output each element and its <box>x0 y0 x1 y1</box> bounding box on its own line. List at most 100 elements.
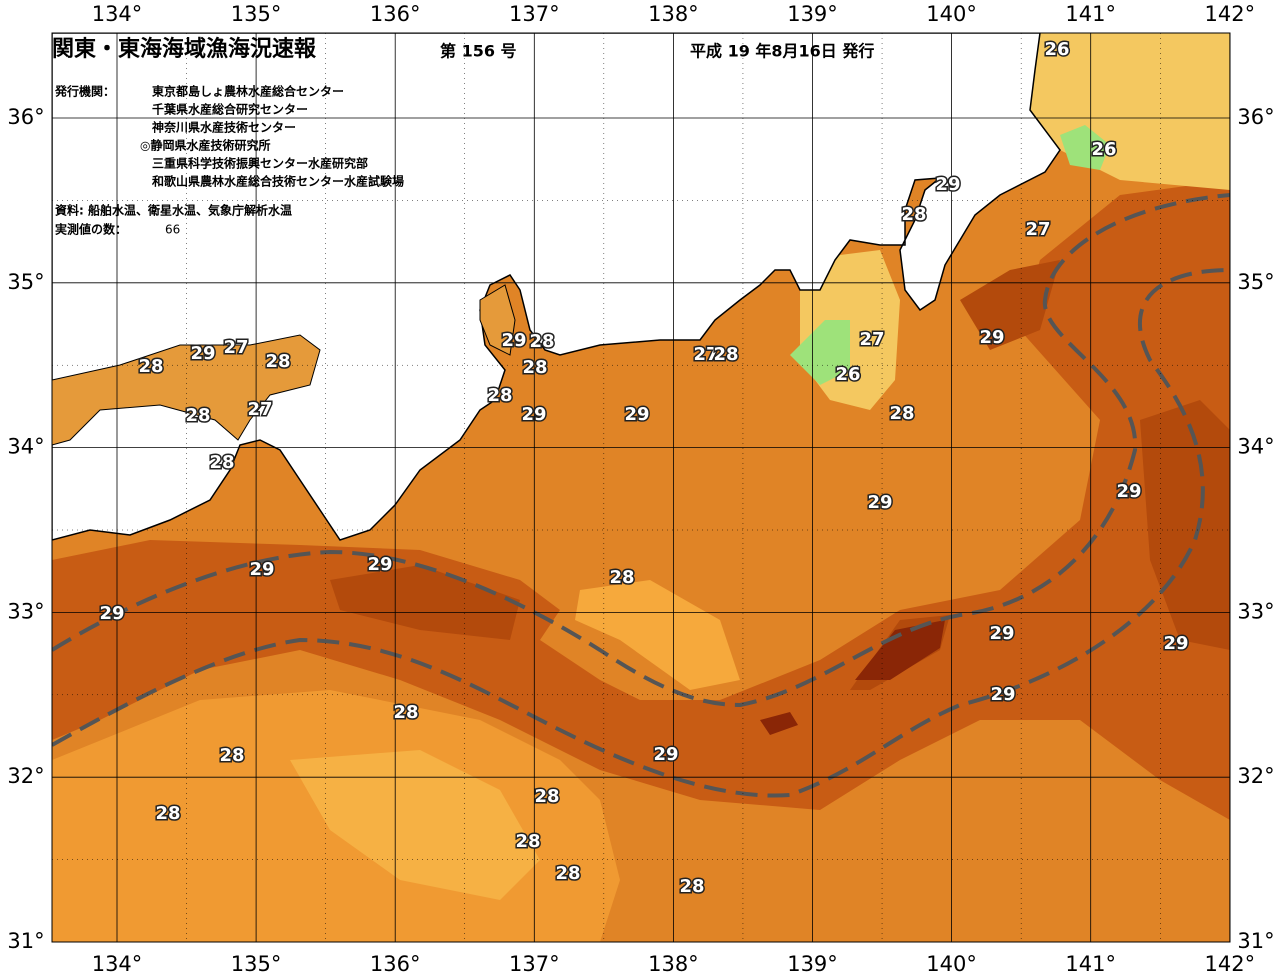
agency: 三重県科学技術振興センター水産研究部 <box>152 156 368 171</box>
contour-label: 28 <box>889 403 914 424</box>
lat-label: 34° <box>7 435 44 459</box>
contour-label: 29 <box>935 174 960 195</box>
source: 資料: 船舶水温、衛星水温、気象庁解析水温 <box>55 203 292 218</box>
contour-label: 27 <box>859 329 884 350</box>
contour-label: 28 <box>522 357 547 378</box>
contour-label: 29 <box>249 559 274 580</box>
kuroshio <box>52 180 1230 820</box>
lon-label: 137° <box>509 952 560 976</box>
contour-label: 29 <box>1163 633 1188 654</box>
lat-label: 35° <box>7 270 44 294</box>
date: 平成 19 年8月16日 発行 <box>690 42 874 61</box>
light-sw <box>290 750 540 900</box>
contour-label: 29 <box>99 603 124 624</box>
contour-label: 29 <box>367 554 392 575</box>
lat-label: 34° <box>1237 435 1274 459</box>
lat-label: 32° <box>7 764 44 788</box>
contour-label: 29 <box>867 492 892 513</box>
lat-label: 33° <box>1237 599 1274 623</box>
contour-label: 27 <box>247 399 272 420</box>
agency: 神奈川県水産技術センター <box>152 120 296 135</box>
contour-label: 29 <box>1116 481 1141 502</box>
light-center <box>575 580 740 690</box>
lon-label: 136° <box>370 952 421 976</box>
contour-label: 28 <box>534 786 559 807</box>
lon-label: 138° <box>648 952 699 976</box>
lat-label: 36° <box>7 105 44 129</box>
contour-label: 27 <box>223 337 248 358</box>
contour-label: 28 <box>219 745 244 766</box>
contour-label: 28 <box>138 356 163 377</box>
lon-label: 139° <box>787 2 838 26</box>
lat-label: 31° <box>7 929 44 953</box>
contour-label: 29 <box>979 327 1004 348</box>
contour-label: 28 <box>209 452 234 473</box>
lon-label: 141° <box>1065 2 1116 26</box>
contour-label: 28 <box>609 567 634 588</box>
lon-label: 140° <box>926 952 977 976</box>
contour-label: 29 <box>501 330 526 351</box>
frame <box>51 32 1231 943</box>
lat-label: 36° <box>1237 105 1274 129</box>
contour-label: 28 <box>185 405 210 426</box>
axes: 134° 134° 135° 135° 136° 136° 137° 137° 138° 138°… <box>7 2 1274 976</box>
contour-label: 28 <box>393 702 418 723</box>
contour-label: 28 <box>529 331 554 352</box>
contour-label: 29 <box>624 404 649 425</box>
contour-label: 29 <box>653 744 678 765</box>
lat-label: 32° <box>1237 764 1274 788</box>
contour-label: 28 <box>487 385 512 406</box>
count: 66 <box>165 223 180 237</box>
contour-label: 28 <box>901 204 926 225</box>
contour-label: 28 <box>265 351 290 372</box>
current-upper <box>52 193 1230 708</box>
lon-label: 138° <box>648 2 699 26</box>
contour-label: 29 <box>521 404 546 425</box>
lat-label: 33° <box>7 599 44 623</box>
contour-label: 29 <box>989 623 1014 644</box>
contour-label: 28 <box>713 344 738 365</box>
count-label: 実測値の数： <box>55 222 127 237</box>
contour-label: 27 <box>1025 219 1050 240</box>
lon-label: 134° <box>92 952 143 976</box>
agency: 和歌山県農林水産総合技術センター水産試験場 <box>151 174 404 189</box>
contour-label: 29 <box>190 343 215 364</box>
hot-core <box>760 620 945 735</box>
agency: ◎静岡県水産技術研究所 <box>140 138 270 153</box>
agency: 東京都島しょ農林水産総合センター <box>152 84 344 99</box>
agency-label: 発行機関： <box>54 84 115 99</box>
lon-label: 134° <box>92 2 143 26</box>
current-lower <box>52 268 1230 798</box>
lon-label: 142° <box>1205 952 1256 976</box>
contour-label: 26 <box>1091 139 1116 160</box>
lon-label: 137° <box>509 2 560 26</box>
lon-label: 141° <box>1065 952 1116 976</box>
contour-label: 28 <box>679 876 704 897</box>
inland-sea <box>52 284 516 446</box>
contour-label: 28 <box>555 863 580 884</box>
contour-label: 26 <box>1044 39 1069 60</box>
lat-label: 35° <box>1237 270 1274 294</box>
title: 関東・東海海域漁海況速報 <box>52 36 317 62</box>
lon-label: 135° <box>231 952 282 976</box>
lon-label: 142° <box>1205 2 1256 26</box>
lon-label: 140° <box>926 2 977 26</box>
grid <box>52 33 1230 942</box>
contour-label: 29 <box>990 684 1015 705</box>
land <box>52 33 1061 541</box>
contour-label: 27 <box>693 344 718 365</box>
agency: 千葉県水産総合研究センター <box>152 102 308 117</box>
lat-label: 31° <box>1237 929 1274 953</box>
lon-label: 135° <box>231 2 282 26</box>
contour-label: 28 <box>155 803 180 824</box>
lon-label: 136° <box>370 2 421 26</box>
coastal-cool <box>800 33 1230 410</box>
agencies: 東京都島しょ農林水産総合センター千葉県水産総合研究センター神奈川県水産技術センタ… <box>140 84 404 189</box>
lon-label: 139° <box>787 952 838 976</box>
contour-label: 28 <box>515 831 540 852</box>
issue: 第 156 号 <box>440 42 517 61</box>
coastal-cold <box>790 125 1110 385</box>
